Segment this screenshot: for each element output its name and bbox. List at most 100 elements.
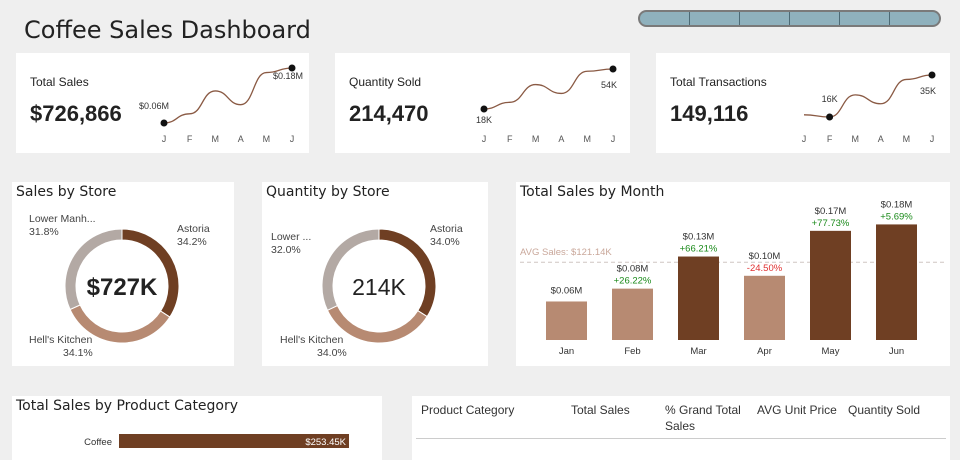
sparkline-marker xyxy=(160,119,168,127)
donut-slice-pct: 34.0% xyxy=(430,236,460,248)
quantity-by-store-card: Quantity by Store Astoria 34.0% Hell's Kit… xyxy=(262,182,488,366)
sparkline: 16K 35K J F M A M J xyxy=(802,71,936,144)
bar-change-label: +77.73% xyxy=(812,218,850,229)
bar xyxy=(810,230,851,340)
sparkline-month-label: A xyxy=(238,134,244,144)
bar-value-label: $0.10M xyxy=(749,251,781,262)
sparkline-month-label: J xyxy=(930,134,935,144)
sales-by-category-card: Total Sales by Product Category Coffee $2… xyxy=(12,396,382,460)
table-header[interactable]: Total Sales xyxy=(571,403,630,417)
slicer-segment[interactable] xyxy=(640,12,690,25)
bar xyxy=(612,288,653,340)
sparkline-label: 54K xyxy=(601,80,617,90)
donut-slice-pct: 32.0% xyxy=(271,244,301,256)
kpi-card-total-sales: Total Sales $726,866 $0.06M $0.18M J F M A M J xyxy=(16,53,309,153)
donut-slice-name: Astoria xyxy=(430,223,463,235)
sparkline: $0.06M $0.18M J F M A M J xyxy=(139,64,303,144)
chart-title: Total Sales by Product Category xyxy=(16,398,239,414)
table-header-divider xyxy=(416,438,946,439)
sparkline-month-label: A xyxy=(878,134,884,144)
bar-change-label: +26.22% xyxy=(614,276,652,287)
sparkline-label: $0.06M xyxy=(139,101,169,111)
bar xyxy=(744,275,785,340)
bar xyxy=(678,256,719,340)
sparkline-month-label: F xyxy=(827,134,833,144)
table-header[interactable]: Product Category xyxy=(421,403,515,417)
sparkline-month-label: F xyxy=(507,134,513,144)
donut-slice-pct: 34.1% xyxy=(63,347,93,359)
average-label: AVG Sales: $121.14K xyxy=(520,247,612,258)
page-title: Coffee Sales Dashboard xyxy=(24,16,311,44)
donut-slice xyxy=(321,228,380,311)
donut-slice-name: Lower Manh... xyxy=(29,213,96,225)
sparkline-label: 35K xyxy=(920,86,936,96)
slicer-segment[interactable] xyxy=(690,12,740,25)
donut-center-value: 214K xyxy=(352,274,406,300)
sparkline-marker xyxy=(826,113,834,121)
sales-by-store-card: Sales by Store Astoria 34.2% Hell's Kitche… xyxy=(12,182,234,366)
slicer-segment[interactable] xyxy=(790,12,840,25)
sparkline-label: 16K xyxy=(822,94,838,104)
x-tick-label: Feb xyxy=(624,346,640,357)
sparkline-marker xyxy=(928,71,936,79)
category-label: Coffee xyxy=(84,437,112,448)
x-tick-label: May xyxy=(822,346,840,357)
donut-slice-name: Astoria xyxy=(177,223,210,235)
sparkline-month-label: J xyxy=(802,134,807,144)
sparkline-marker xyxy=(609,65,617,73)
donut-slice-pct: 34.0% xyxy=(317,347,347,359)
month-slicer[interactable] xyxy=(638,10,941,27)
donut-slice-name: Hell's Kitchen xyxy=(280,334,343,346)
x-tick-label: Apr xyxy=(757,346,772,357)
bar xyxy=(876,224,917,340)
kpi-label: Total Transactions xyxy=(670,75,767,89)
slicer-segment[interactable] xyxy=(840,12,890,25)
sparkline-marker xyxy=(288,64,296,72)
sparkline: 18K 54K J F M A M J xyxy=(476,65,617,144)
donut-slice-name: Hell's Kitchen xyxy=(29,334,92,346)
donut-slice xyxy=(64,228,123,311)
bar-value-label: $0.08M xyxy=(617,264,649,275)
table-header[interactable]: % Grand Total Sales xyxy=(665,403,741,433)
chart-title: Total Sales by Month xyxy=(520,184,665,200)
sparkline-month-label: M xyxy=(583,134,591,144)
sparkline-label: 18K xyxy=(476,115,492,125)
kpi-label: Total Sales xyxy=(30,75,89,89)
bar xyxy=(546,301,587,340)
bar-value-label: $253.45K xyxy=(305,437,346,448)
sparkline-path xyxy=(163,67,293,124)
sparkline-month-label: M xyxy=(903,134,911,144)
bar-change-label: -24.50% xyxy=(747,263,783,274)
kpi-value: 214,470 xyxy=(349,101,429,126)
bar-change-label: +5.69% xyxy=(880,211,913,222)
kpi-card-total-transactions: Total Transactions 149,116 16K 35K J F M A M J xyxy=(656,53,950,153)
kpi-value: 149,116 xyxy=(670,101,749,126)
slicer-segment[interactable] xyxy=(740,12,790,25)
sparkline-month-label: A xyxy=(558,134,564,144)
sparkline-month-label: M xyxy=(211,134,219,144)
x-tick-label: Jun xyxy=(889,346,904,357)
sparkline-month-label: J xyxy=(611,134,616,144)
bar-change-label: +66.21% xyxy=(680,244,718,255)
sparkline-month-label: J xyxy=(162,134,167,144)
category-bar-chart: Coffee $253.45K xyxy=(84,434,349,448)
kpi-card-quantity-sold: Quantity Sold 214,470 18K 54K J F M A M J xyxy=(335,53,630,153)
slicer-segment[interactable] xyxy=(890,12,939,25)
x-tick-label: Mar xyxy=(690,346,706,357)
sales-by-month-card: Total Sales by Month AVG Sales: $121.14K… xyxy=(516,182,950,366)
sparkline-month-label: M xyxy=(263,134,271,144)
sparkline-label: $0.18M xyxy=(273,71,303,81)
product-category-table: Product Category Total Sales % Grand Tot… xyxy=(412,396,950,460)
donut-center-value: $727K xyxy=(87,274,158,301)
table-header[interactable]: Quantity Sold xyxy=(848,403,921,417)
kpi-value: $726,866 xyxy=(30,101,122,126)
donut-slice-name: Lower ... xyxy=(271,231,311,243)
donut-slice xyxy=(378,228,437,318)
sparkline-month-label: J xyxy=(290,134,295,144)
chart-title: Quantity by Store xyxy=(266,184,390,200)
bar-value-label: $0.13M xyxy=(683,232,715,243)
sparkline-marker xyxy=(480,105,488,113)
table-header[interactable]: AVG Unit Price xyxy=(757,403,837,417)
